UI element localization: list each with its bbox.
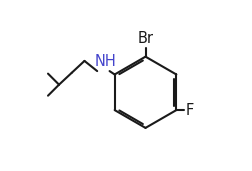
Text: F: F xyxy=(186,103,194,118)
Text: NH: NH xyxy=(94,54,116,69)
Text: Br: Br xyxy=(138,31,153,46)
